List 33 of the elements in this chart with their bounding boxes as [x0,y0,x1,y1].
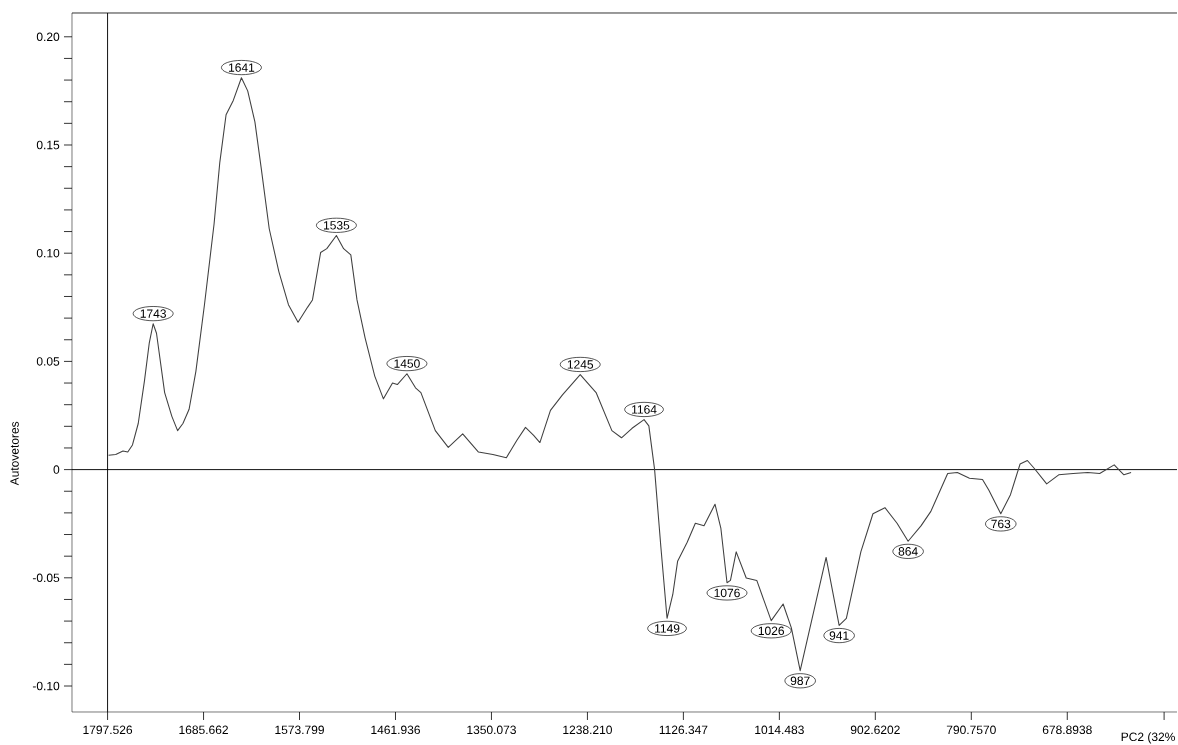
x-tick-label: 1238.210 [563,725,612,735]
x-tick-label: 1014.483 [755,725,804,735]
annotation: 1535 [323,221,350,230]
x-tick-label: 678.8938 [1042,725,1092,735]
annotation: 864 [898,547,918,556]
x-tick-label: 1685.662 [179,725,228,735]
y-tick-label: 0 [53,465,60,474]
x-axis-title: PC2 (32% [1121,732,1175,744]
annotation: 1164 [632,405,657,414]
x-tick-label: 1573.799 [275,725,324,735]
annotation: 1076 [714,588,740,598]
y-tick-label: 0.10 [36,248,60,258]
annotation: 763 [991,519,1011,529]
y-tick-label: -0.05 [32,573,60,583]
annotation: 1026 [758,626,785,636]
annotation: 1245 [567,360,594,369]
y-tick-label: 0.20 [36,32,60,42]
annotation: 1450 [394,359,420,368]
x-tick-label: 902.6202 [850,725,900,735]
x-tick-label: 1350.073 [467,725,516,735]
x-tick-label: 790.7570 [946,725,996,735]
x-tick-label: 1126.347 [659,725,708,735]
x-tick-label: 1461.936 [371,725,420,735]
x-tick-label: 1797.526 [83,725,133,735]
y-axis-title: Autovetores [10,421,19,486]
y-tick-label: 0.05 [36,357,60,366]
y-tick-label: 0.15 [36,140,60,150]
y-tick-label: -0.10 [32,681,60,691]
annotation: 1641 [229,63,255,72]
annotation: 1743 [140,309,166,318]
annotation: 987 [790,676,810,686]
annotation: 1149 [655,624,680,633]
annotation: 941 [829,631,849,640]
